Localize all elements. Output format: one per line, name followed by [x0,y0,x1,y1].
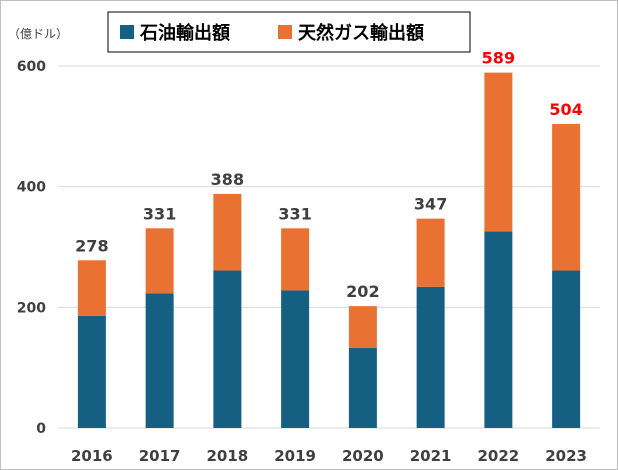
unit-label: （億ドル） [8,27,68,41]
bar-gas [213,193,242,271]
bar-gas [145,228,174,294]
bar-oil [416,286,445,428]
bar-oil [145,293,174,428]
bar-gas [348,306,377,348]
y-tick-label: 600 [17,59,46,75]
total-label: 504 [549,100,582,119]
bar-oil [213,270,242,428]
total-label: 388 [211,170,244,189]
x-axis: 2016 2017 2018 2019 2020 2021 2022 2023 [71,447,587,465]
total-label: 331 [143,204,176,223]
bar-gas [281,228,310,291]
y-tick-label: 200 [17,300,46,316]
gridlines [58,65,600,429]
total-label: 202 [346,282,379,301]
legend-label-oil: 石油輸出額 [139,22,230,44]
bar-gas [484,72,513,232]
total-label: 589 [482,49,515,68]
x-tick-label: 2022 [478,447,520,465]
legend-label-gas: 天然ガス輸出額 [298,22,424,44]
legend: 石油輸出額 天然ガス輸出額 [107,11,471,53]
bar-oil [552,270,581,428]
bars [77,72,581,428]
bar-oil [77,315,106,428]
total-label: 278 [75,236,108,255]
total-label: 347 [414,195,447,214]
total-label: 331 [278,204,311,223]
y-tick-label: 0 [36,421,46,437]
bar-oil [348,347,377,428]
legend-swatch-gas [278,25,292,39]
x-tick-label: 2019 [274,447,316,465]
bar-oil [484,231,513,428]
y-axis: 0 200 400 600 [17,59,46,437]
y-tick-label: 400 [17,180,46,196]
x-tick-label: 2017 [139,447,181,465]
bar-gas [77,260,106,316]
x-tick-label: 2018 [207,447,249,465]
x-tick-label: 2023 [545,447,587,465]
data-labels: 278 331 388 331 202 347 589 504 [75,49,583,301]
legend-swatch-oil [120,25,134,39]
bar-oil [281,290,310,428]
x-tick-label: 2021 [410,447,452,465]
x-tick-label: 2016 [71,447,113,465]
x-tick-label: 2020 [342,447,384,465]
bar-gas [416,218,445,287]
bar-gas [552,123,581,271]
